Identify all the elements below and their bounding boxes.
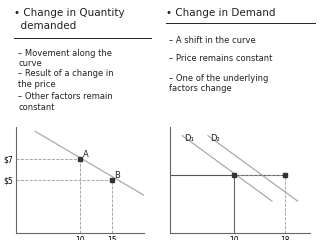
Text: – Result of a change in
the price: – Result of a change in the price bbox=[18, 69, 114, 89]
Text: D₁: D₁ bbox=[184, 134, 194, 143]
Text: – A shift in the curve: – A shift in the curve bbox=[169, 36, 256, 45]
Text: B: B bbox=[115, 171, 120, 180]
Text: – One of the underlying
factors change: – One of the underlying factors change bbox=[169, 74, 269, 93]
Text: – Other factors remain
constant: – Other factors remain constant bbox=[18, 92, 113, 112]
Text: – Price remains constant: – Price remains constant bbox=[169, 54, 273, 63]
Text: – Movement along the
curve: – Movement along the curve bbox=[18, 48, 112, 68]
Text: • Change in Demand: • Change in Demand bbox=[166, 8, 276, 18]
Text: • Change in Quantity
  demanded: • Change in Quantity demanded bbox=[14, 8, 124, 31]
Text: • ̲C̲h̲a̲n̲g̲e̲ ̲i̲n̲ ̲Q̲u̲a̲n̲t̲i̲t̲y: • ̲C̲h̲a̲n̲g̲e̲ ̲i̲n̲ ̲Q̲u̲a̲n̲t̲i̲t̲y bbox=[14, 8, 124, 19]
Text: A: A bbox=[83, 150, 88, 159]
Text: D₂: D₂ bbox=[210, 134, 220, 143]
